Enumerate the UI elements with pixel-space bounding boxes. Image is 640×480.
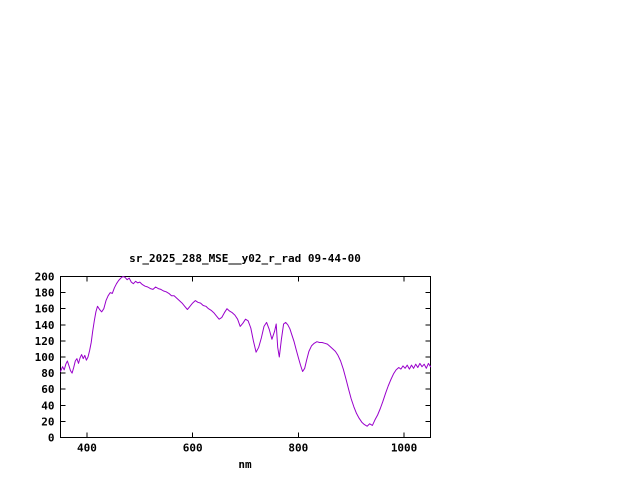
- y-tick-label: 20: [41, 415, 54, 428]
- series-line: [60, 276, 431, 427]
- x-tick-label: 800: [288, 442, 308, 455]
- y-tick-label: 0: [48, 432, 55, 445]
- x-tick-label: 400: [77, 442, 97, 455]
- plot-border: [60, 276, 431, 438]
- y-tick-label: 80: [41, 367, 54, 380]
- y-tick-label: 60: [41, 383, 54, 396]
- y-tick-label: 180: [35, 287, 55, 300]
- x-tick-label: 600: [183, 442, 203, 455]
- y-tick-label: 160: [35, 303, 55, 316]
- chart-title: sr_2025_288_MSE__y02_r_rad 09-44-00: [129, 252, 361, 265]
- y-tick-label: 140: [35, 319, 55, 332]
- y-tick-label: 120: [35, 335, 55, 348]
- x-tick-label: 1000: [391, 442, 418, 455]
- x-axis-label: nm: [238, 458, 252, 471]
- y-tick-label: 40: [41, 399, 54, 412]
- y-tick-label: 100: [35, 351, 55, 364]
- data-line: [60, 276, 431, 427]
- axes: 400 600 800 1000 0 20 40 60 80 100 120 140 160 180 200: [35, 271, 431, 455]
- y-tick-label: 200: [35, 271, 55, 284]
